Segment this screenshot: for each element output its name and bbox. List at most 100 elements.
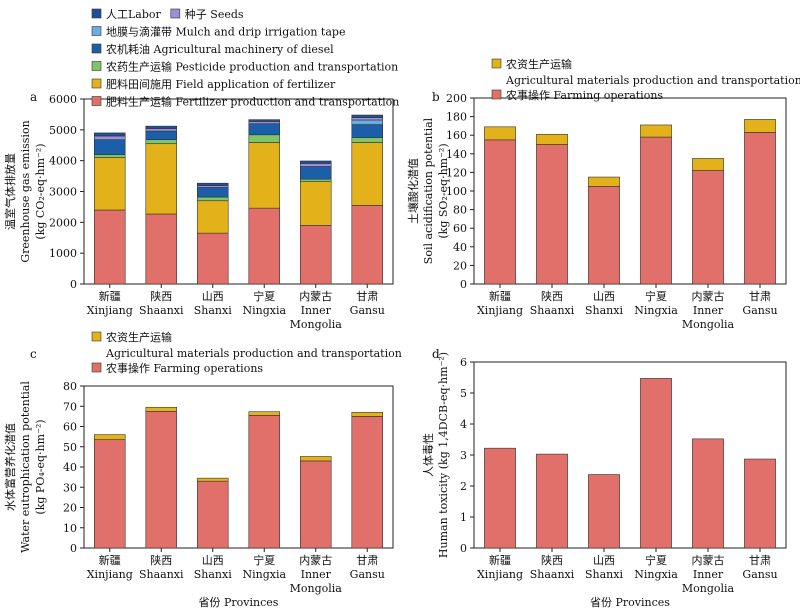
legend-label: 农事操作 Farming operations <box>106 361 263 375</box>
bar-a-series-3-cat-4 <box>299 166 332 180</box>
bar-a-series-5-cat-0 <box>94 135 126 140</box>
y-tick-label: 3000 <box>49 186 77 199</box>
x-tick-label: 内蒙古 <box>692 289 725 303</box>
legend-label: 农药生产运输 Pesticide production and transpor… <box>106 60 398 74</box>
y-tick-label: 60 <box>453 222 467 235</box>
y-tick-label: 0 <box>70 278 77 291</box>
y-tick-label: 180 <box>446 111 467 124</box>
y-tick-label: 5000 <box>49 124 77 137</box>
y-axis-label: Human toxicity (kg 1,4DCB-eq·hm⁻²) <box>437 352 450 558</box>
x-tick-label: 甘肃 <box>749 290 771 303</box>
legend-swatch <box>491 58 502 69</box>
bar-a-series-0-cat-0 <box>94 209 126 285</box>
bar-c-series-1-cat-4 <box>299 456 332 462</box>
y-tick-label: 6 <box>460 356 467 369</box>
bar-c-series-1-cat-2 <box>197 477 229 482</box>
x-tick-label: Gansu <box>350 568 385 581</box>
bar-a-series-1-cat-4 <box>299 181 332 226</box>
legend-label: 人工Labor <box>106 8 162 21</box>
bar-a-series-1-cat-3 <box>248 142 281 209</box>
x-tick-label: 甘肃 <box>356 290 378 303</box>
legend-b: 农资生产运输 Agricultural materials production … <box>491 57 800 102</box>
bar-c-series-0-cat-0 <box>94 439 126 549</box>
y-axis-label: 人体毒性 <box>421 433 435 477</box>
y-tick-label: 140 <box>446 148 467 161</box>
x-tick-label: 内蒙古 <box>692 553 725 567</box>
y-tick-label: 50 <box>63 441 77 454</box>
bar-c-series-1-cat-1 <box>145 406 178 412</box>
x-tick-label: Shanxi <box>585 568 623 581</box>
legend-swatch <box>91 96 102 106</box>
legend-label: 肥料生产运输 Fertilizer production and transpo… <box>106 95 399 109</box>
legend-swatch <box>91 331 102 342</box>
bar-a-series-3-cat-3 <box>248 123 281 136</box>
bar-c-series-1-cat-5 <box>351 412 383 417</box>
bar-b-series-1-cat-0 <box>484 126 516 141</box>
bar-d-series-0-cat-3 <box>640 378 672 549</box>
legend-swatch <box>91 61 102 71</box>
y-axis-label: (kg PO₄-eq·hm⁻²) <box>34 419 47 514</box>
legend-label: 地膜与滴灌带 Mulch and drip irrigation tape <box>106 25 345 39</box>
y-tick-label: 3 <box>460 449 467 462</box>
y-tick-label: 20 <box>63 502 77 515</box>
x-tick-label: 陕西 <box>150 553 172 567</box>
x-tick-label: Shaanxi <box>139 568 184 581</box>
bar-b-series-1-cat-4 <box>692 158 724 171</box>
bar-a-series-0-cat-4 <box>299 225 332 285</box>
bar-a-series-0-cat-2 <box>197 232 229 285</box>
x-tick-label: 山西 <box>202 554 224 567</box>
bar-b-series-0-cat-0 <box>484 139 516 285</box>
x-tick-label: Gansu <box>742 304 777 317</box>
panel-label: b <box>432 90 440 104</box>
y-axis-label: 水体富营养化潜值 <box>3 423 17 511</box>
x-tick-label: Mongolia <box>290 582 343 595</box>
bar-d-series-0-cat-5 <box>744 458 776 549</box>
bar-a-series-3-cat-0 <box>94 139 126 155</box>
bar-a-series-6-cat-2 <box>197 182 229 186</box>
x-tick-label: Shanxi <box>194 304 232 317</box>
bar-a-series-1-cat-5 <box>351 142 383 206</box>
y-tick-label: 80 <box>63 380 77 393</box>
x-tick-label: Shaanxi <box>530 568 575 581</box>
y-tick-label: 4000 <box>49 155 77 168</box>
legend-label: 肥料田间施用 Field application of fertilizer <box>106 77 336 91</box>
x-tick-label: 新疆 <box>99 289 121 303</box>
bar-a-series-6-cat-1 <box>145 125 178 129</box>
legend-label: 农机耗油 Agricultural machinery of diesel <box>106 42 334 56</box>
legend-label: 农事操作 Farming operations <box>506 88 663 102</box>
legend-label: 农资生产运输 <box>106 330 172 344</box>
x-tick-label: 甘肃 <box>749 554 771 567</box>
y-axis-label: (kg SO₂-eq·hm⁻²) <box>437 143 450 238</box>
y-tick-label: 2 <box>460 480 467 493</box>
bar-c-series-0-cat-3 <box>248 415 281 549</box>
bar-a-series-6-cat-5 <box>351 114 383 118</box>
bar-a-series-3-cat-5 <box>351 124 383 138</box>
x-tick-label: Xinjiang <box>477 568 523 581</box>
bar-a-series-4-cat-5 <box>351 119 383 125</box>
x-tick-label: 陕西 <box>150 289 172 303</box>
y-tick-label: 1000 <box>49 247 77 260</box>
x-tick-label: Shaanxi <box>139 304 184 317</box>
x-tick-label: 宁夏 <box>645 553 667 567</box>
bar-a-series-2-cat-3 <box>248 134 281 143</box>
x-tick-label: 新疆 <box>99 553 121 567</box>
x-tick-label: Ningxia <box>634 304 678 317</box>
bar-a-series-2-cat-1 <box>145 139 178 145</box>
y-axis-label: 土壤酸化潜值 <box>406 158 420 224</box>
x-axis-label: 省份 Provinces <box>199 596 279 609</box>
y-tick-label: 30 <box>63 481 77 494</box>
x-tick-label: 宁夏 <box>253 553 275 567</box>
x-tick-label: Shanxi <box>194 568 232 581</box>
x-tick-label: 新疆 <box>489 289 511 303</box>
x-tick-label: 内蒙古 <box>299 289 332 303</box>
bar-a-series-1-cat-1 <box>145 143 178 215</box>
plot-frame <box>473 361 787 549</box>
bar-a-series-0-cat-5 <box>351 205 383 285</box>
y-tick-label: 160 <box>446 129 467 142</box>
legend-swatch <box>170 8 181 19</box>
chart-panel-a: a0100020003000400050006000新疆Xinjiang陕西Sh… <box>3 7 399 331</box>
